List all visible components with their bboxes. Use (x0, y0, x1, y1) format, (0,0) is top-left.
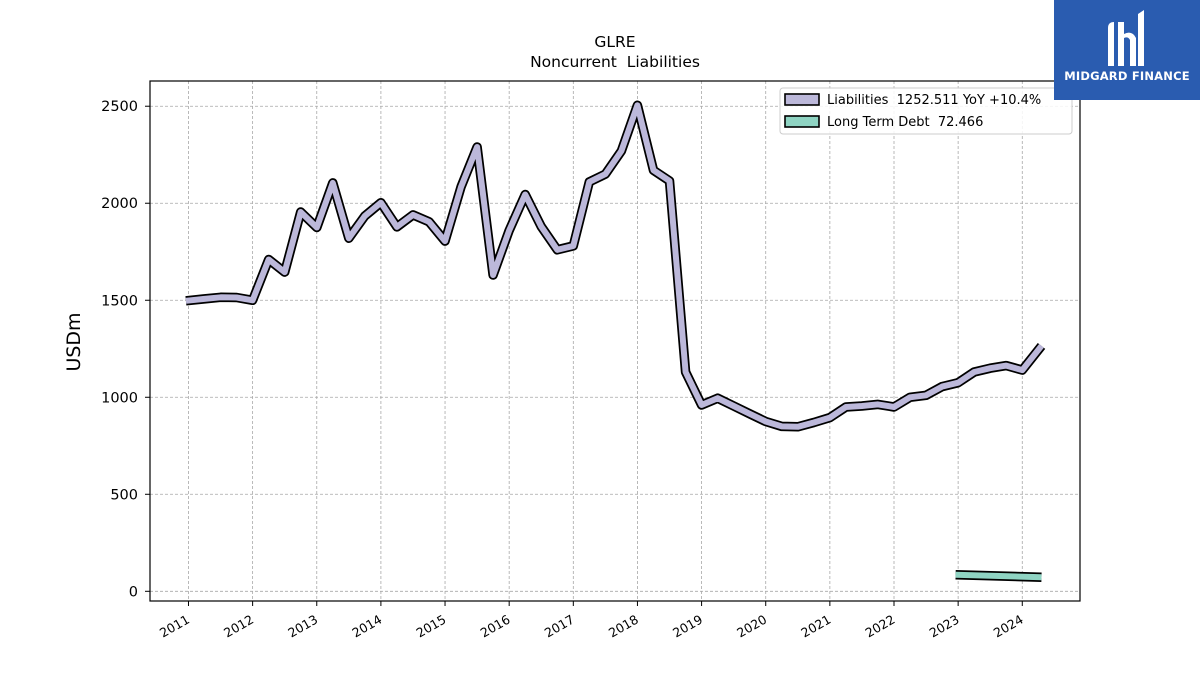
x-tick-label: 2017 (542, 612, 577, 641)
brand-name: MIDGARD FINANCE (1064, 69, 1190, 83)
x-tick-label: 2016 (478, 612, 513, 641)
brand-logo: MIDGARD FINANCE (1054, 0, 1200, 100)
series-layer (185, 100, 1046, 582)
x-tick-label: 2024 (991, 612, 1026, 641)
x-tick-label: 2012 (221, 612, 256, 641)
series-line-long-term-debt (955, 571, 1042, 581)
x-tick-label: 2014 (349, 612, 384, 641)
x-tick-label: 2011 (157, 612, 192, 641)
x-tick-label: 2013 (285, 612, 320, 641)
legend: Liabilities 1252.511 YoY +10.4% Long Ter… (779, 87, 1073, 135)
grid-lines (150, 81, 1080, 601)
x-tick-label: 2020 (734, 612, 769, 641)
y-tick-label: 1500 (101, 293, 138, 309)
y-tick-label: 2500 (101, 99, 138, 115)
series-line-liabilities (185, 102, 1044, 430)
x-tick-label: 2023 (927, 612, 962, 641)
legend-swatch-long-term-debt (784, 115, 820, 128)
x-tick-label: 2015 (413, 612, 448, 641)
y-axis-label: USDm (63, 312, 85, 371)
y-tick-label: 0 (129, 584, 138, 600)
x-tick-label: 2021 (798, 612, 833, 641)
axes: 0 500 1000 1500 2000 2500 2011 2012 2013 2014 2015… (101, 99, 1026, 640)
series-outline-liabilities (185, 100, 1046, 432)
plot-frame (149, 80, 1081, 602)
x-tick-label: 2018 (606, 612, 641, 641)
x-tick-label: 2019 (670, 612, 705, 641)
chart-title: GLRE (594, 33, 635, 51)
legend-label-liabilities: Liabilities 1252.511 YoY +10.4% (827, 93, 1041, 108)
legend-box (779, 87, 1073, 135)
legend-label-long-term-debt: Long Term Debt 72.466 (827, 115, 983, 130)
y-tick-label: 1000 (101, 390, 138, 406)
chart-subtitle: Noncurrent Liabilities (530, 53, 700, 71)
x-tick-label: 2022 (862, 612, 897, 641)
y-tick-label: 500 (110, 487, 138, 503)
y-tick-label: 2000 (101, 196, 138, 212)
legend-swatch-liabilities (784, 93, 820, 106)
midgard-logo-icon (1108, 10, 1144, 66)
